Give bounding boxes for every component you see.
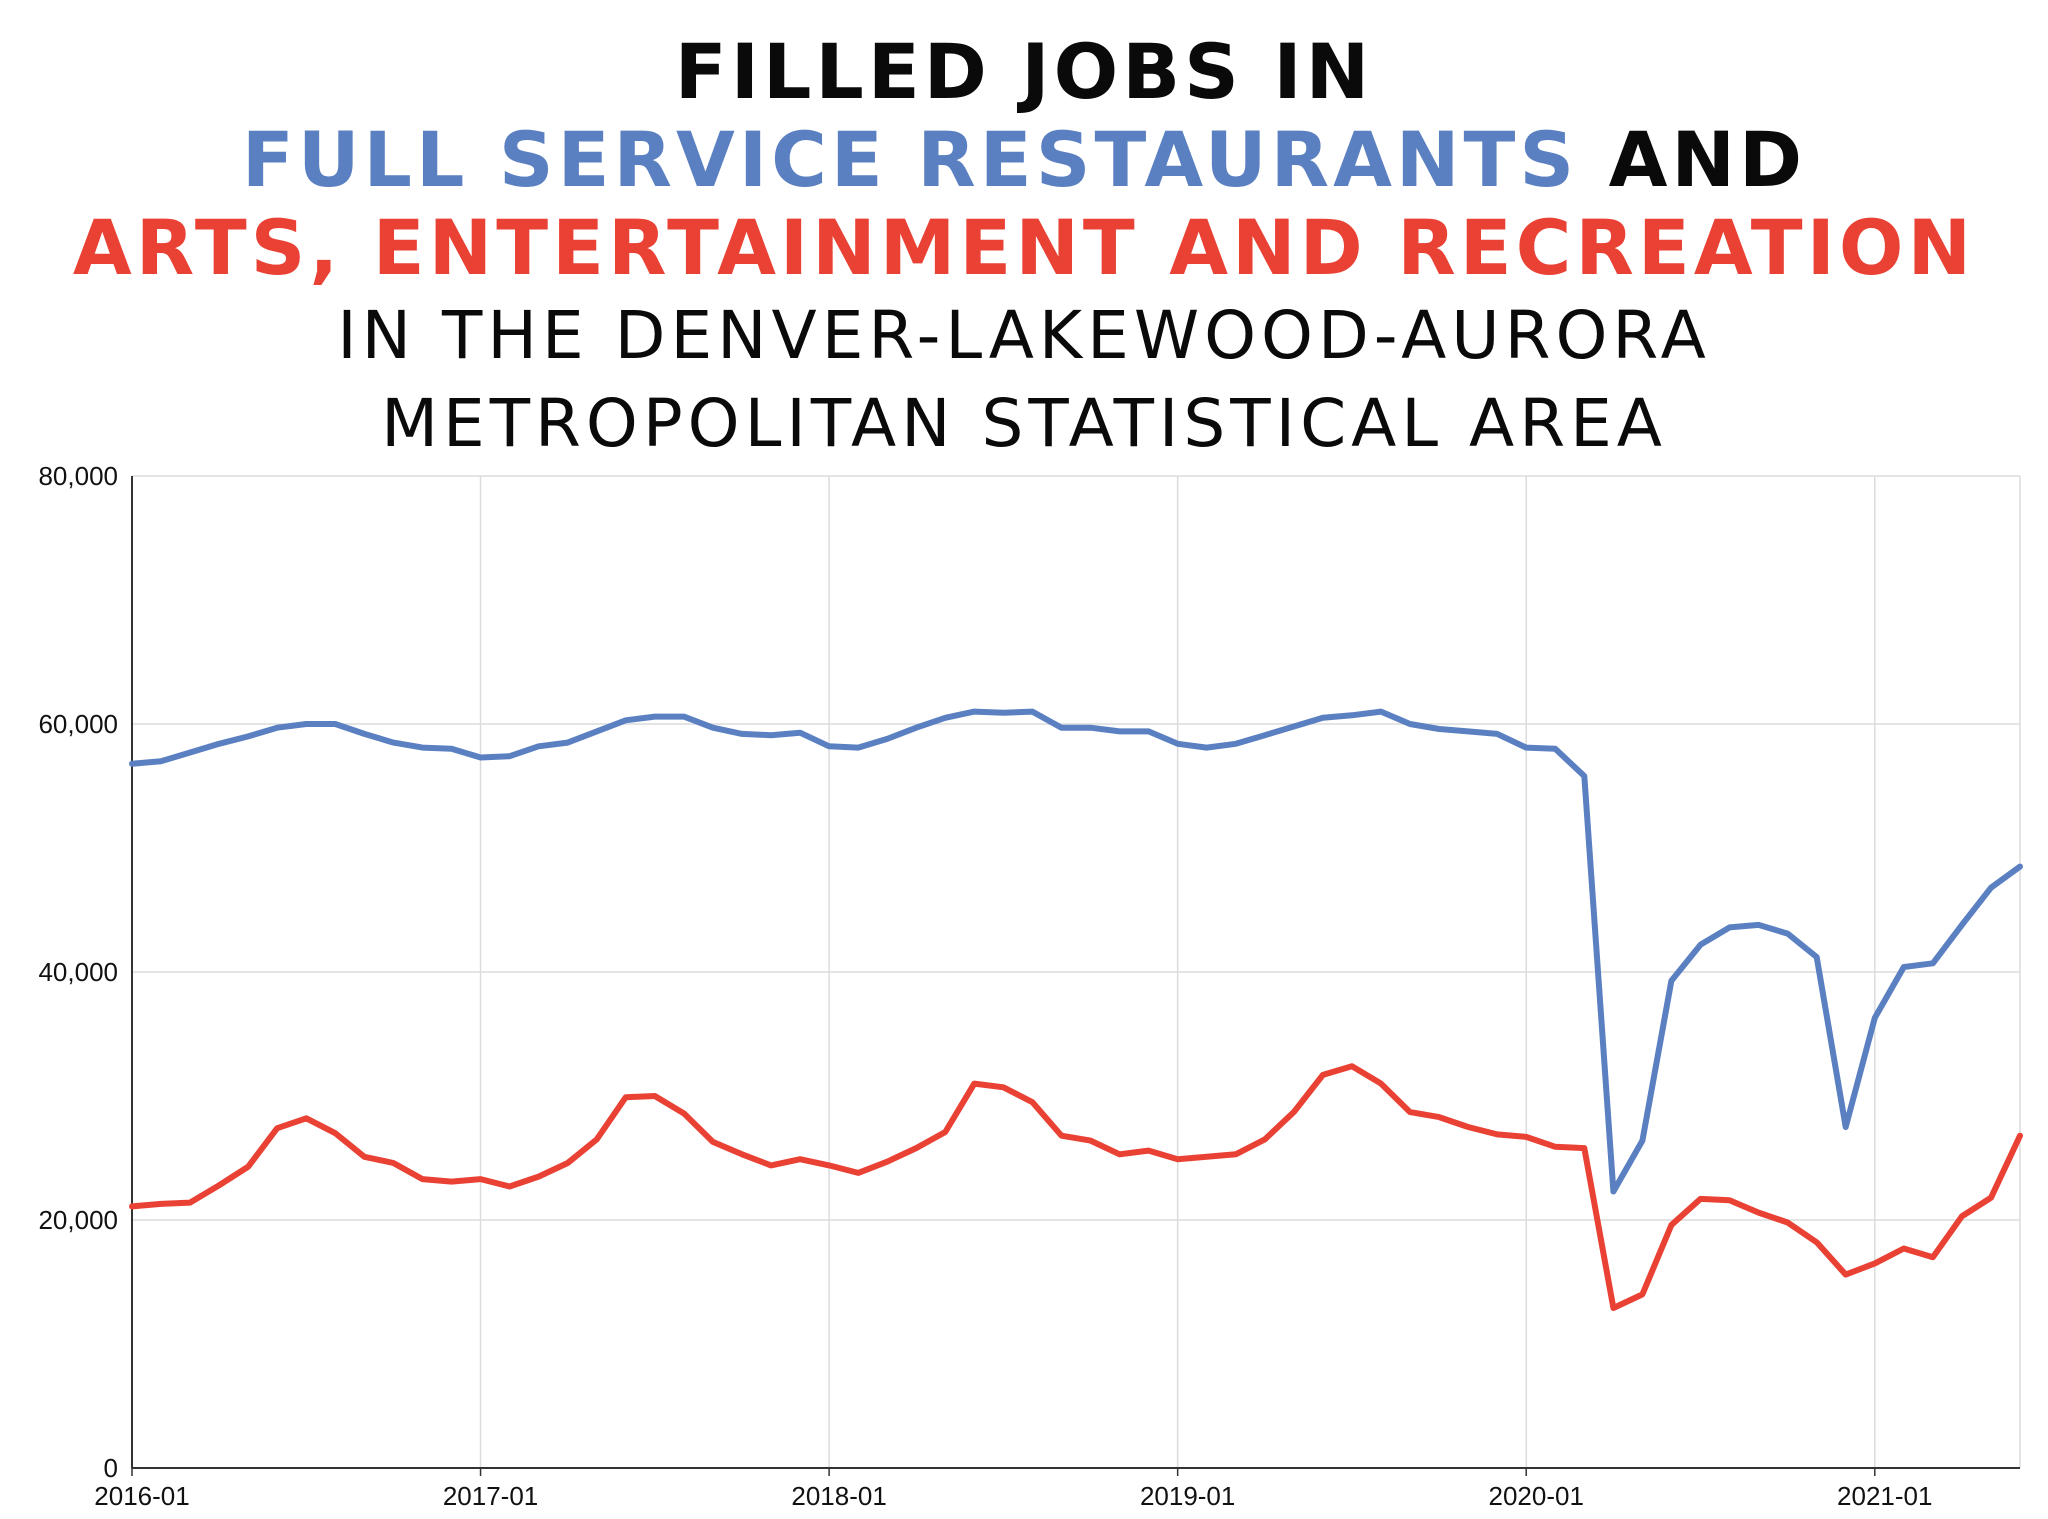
y-tick-label: 20,000 (38, 1205, 118, 1235)
title-series-1: FULL SERVICE RESTAURANTS (241, 115, 1579, 204)
y-tick-label: 40,000 (38, 957, 118, 987)
axes (131, 476, 2020, 1476)
title-series-2: ARTS, ENTERTAINMENT AND RECREATION (72, 203, 1976, 292)
title-and: AND (1608, 115, 1807, 204)
chart-title: FILLED JOBS IN FULL SERVICE RESTAURANTS … (0, 28, 2048, 468)
tick-labels: 0 20,000 40,000 60,000 80,000 2016-01 2017-01 2… (38, 461, 1932, 1511)
x-tick-label: 2016-01 (94, 1481, 189, 1511)
y-tick-label: 80,000 (38, 461, 118, 491)
series-line-1 (129, 708, 2023, 1195)
gridlines (132, 475, 2021, 1468)
x-tick-label: 2020-01 (1489, 1481, 1584, 1511)
x-tick-label: 2019-01 (1140, 1481, 1235, 1511)
x-tick-label: 2018-01 (791, 1481, 886, 1511)
subtitle-line-1: IN THE DENVER-LAKEWOOD-AURORA (337, 297, 1711, 374)
series-lines (129, 708, 2023, 1311)
x-tick-label: 2021-01 (1837, 1481, 1932, 1511)
y-tick-label: 0 (104, 1453, 118, 1483)
title-line-2: FULL SERVICE RESTAURANTS AND (0, 116, 2048, 204)
series-line-2 (129, 1063, 2023, 1311)
x-tick-label: 2017-01 (443, 1481, 538, 1511)
subtitle-line-2: METROPOLITAN STATISTICAL AREA (381, 385, 1667, 462)
y-tick-label: 60,000 (38, 709, 118, 739)
title-line-1: FILLED JOBS IN (674, 27, 1374, 116)
